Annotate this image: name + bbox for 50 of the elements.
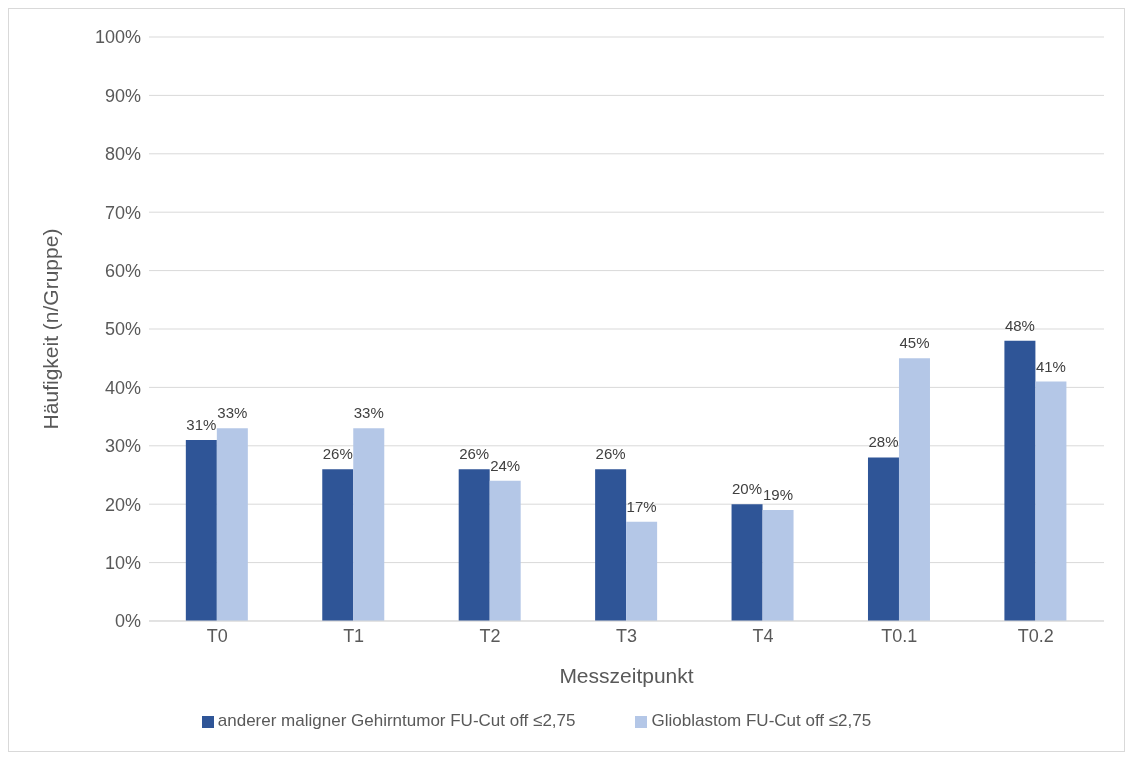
y-tick-label: 40% <box>104 377 141 398</box>
y-tick-label: 50% <box>104 319 141 340</box>
x-tick-label: T4 <box>752 625 774 646</box>
y-tick-label: 10% <box>104 552 141 573</box>
data-label: 26% <box>322 445 353 463</box>
y-axis-title: Häufigkeit (n/Gruppe) <box>39 228 63 430</box>
data-label: 41% <box>1035 357 1066 375</box>
bar <box>898 358 930 621</box>
bar <box>867 457 899 621</box>
x-tick-label: T3 <box>615 625 638 646</box>
y-tick-label: 70% <box>104 202 141 223</box>
bar <box>322 469 354 621</box>
bar <box>762 510 794 621</box>
data-label: 26% <box>459 445 490 463</box>
bar <box>1004 340 1036 621</box>
x-tick-label: T0.2 <box>1017 625 1054 646</box>
y-tick-label: 60% <box>104 260 141 281</box>
bar <box>731 504 763 621</box>
data-label: 26% <box>595 445 626 463</box>
data-label: 20% <box>732 480 763 498</box>
bar <box>489 480 521 621</box>
y-tick-label: 80% <box>104 144 141 165</box>
bar <box>216 428 248 621</box>
data-label: 45% <box>899 334 930 352</box>
bar <box>626 521 658 621</box>
x-tick-label: T0 <box>206 625 228 646</box>
y-tick-label: 30% <box>104 436 141 457</box>
bar <box>458 469 490 621</box>
y-tick-label: 0% <box>114 611 141 632</box>
bar <box>595 469 627 621</box>
data-label: 28% <box>868 433 899 451</box>
y-tick-label: 20% <box>104 494 141 515</box>
x-tick-label: T0.1 <box>881 625 918 646</box>
x-tick-label: T1 <box>343 625 365 646</box>
data-label: 19% <box>763 486 794 504</box>
data-label: 24% <box>490 456 521 474</box>
legend-label: Glioblastom FU-Cut off ≤2,75 <box>651 711 872 730</box>
data-label: 33% <box>353 404 384 422</box>
data-label: 48% <box>1004 316 1035 334</box>
bar <box>353 428 385 621</box>
x-axis-title: Messzeitpunkt <box>559 664 694 687</box>
legend-label: anderer maligner Gehirntumor FU-Cut off ≤2,75 <box>217 711 576 730</box>
y-tick-label: 100% <box>94 27 141 48</box>
x-tick-label: T2 <box>479 625 501 646</box>
data-label: 31% <box>186 415 217 433</box>
data-label: 33% <box>217 404 248 422</box>
bar <box>185 439 217 621</box>
y-tick-label: 90% <box>104 85 141 106</box>
bar <box>1035 381 1067 621</box>
data-label: 17% <box>626 497 657 515</box>
